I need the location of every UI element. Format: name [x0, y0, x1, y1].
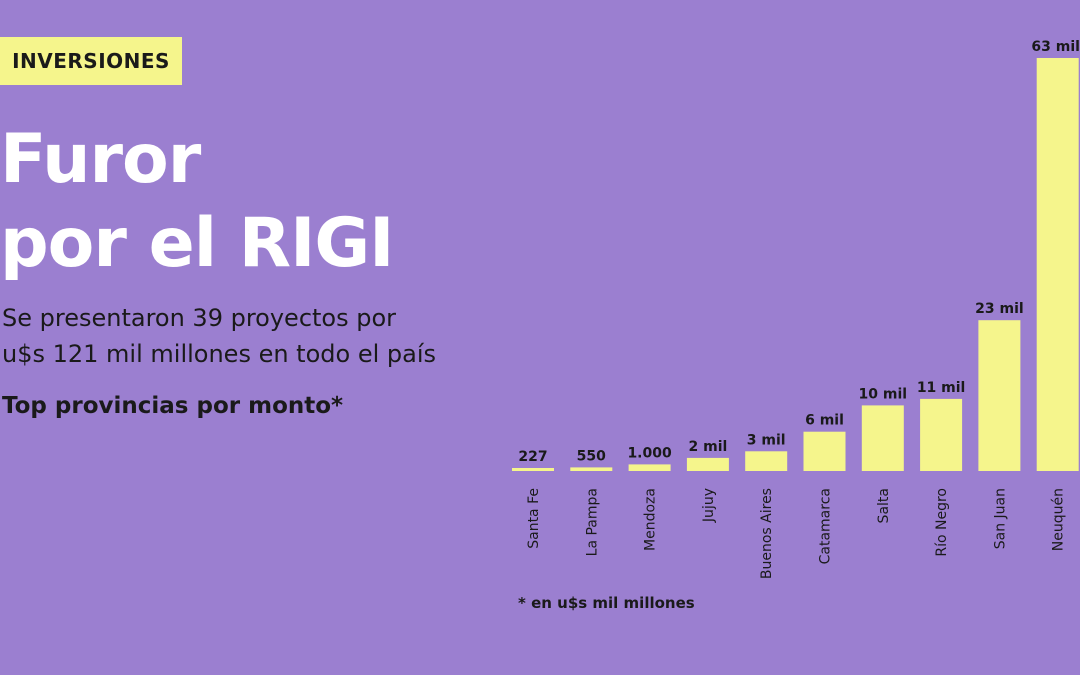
bar-7: [920, 398, 963, 471]
title-line-1: Furor: [0, 120, 201, 199]
category-label-6: Salta: [876, 488, 892, 523]
subtitle-line-1: Se presentaron 39 proyectos por: [2, 304, 397, 332]
data-label-7: 11 mil: [917, 380, 966, 396]
bar-9: [1036, 58, 1079, 471]
data-label-8: 23 mil: [975, 301, 1024, 317]
data-label-6: 10 mil: [859, 386, 908, 402]
category-label-5: Catamarca: [818, 488, 834, 564]
data-label-0: 227: [518, 449, 547, 465]
category-label-7: Río Negro: [934, 488, 950, 557]
bar-8: [978, 320, 1021, 471]
bar-3: [686, 457, 729, 471]
section-tag: INVERSIONES: [0, 37, 182, 85]
category-label-1: La Pampa: [584, 488, 600, 556]
data-label-4: 3 mil: [747, 432, 786, 448]
data-label-1: 550: [577, 448, 606, 464]
data-label-5: 6 mil: [805, 413, 844, 429]
chart-title: Top provincias por monto*: [2, 393, 344, 419]
bar-4: [745, 451, 788, 471]
category-label-2: Mendoza: [643, 488, 659, 551]
page-title: Furor por el RIGI: [0, 118, 394, 286]
category-label-0: Santa Fe: [526, 488, 542, 549]
category-label-8: San Juan: [992, 488, 1008, 549]
subtitle: Se presentaron 39 proyectos por u$s 121 …: [2, 300, 522, 372]
bar-5: [803, 431, 846, 471]
data-label-2: 1.000: [627, 445, 672, 461]
data-label-3: 2 mil: [688, 439, 727, 455]
bar-1: [570, 467, 613, 471]
chart-footnote: * en u$s mil millones: [518, 594, 695, 612]
subtitle-line-2: u$s 121 mil millones en todo el país: [2, 340, 436, 368]
bar-0: [512, 468, 554, 471]
category-label-9: Neuquén: [1051, 488, 1067, 551]
bar-6: [861, 405, 904, 471]
data-label-9: 63 mil: [1031, 39, 1080, 55]
bar-2: [628, 464, 671, 471]
title-line-2: por el RIGI: [0, 204, 394, 283]
category-label-4: Buenos Aires: [759, 488, 775, 579]
category-label-3: Jujuy: [701, 488, 717, 523]
